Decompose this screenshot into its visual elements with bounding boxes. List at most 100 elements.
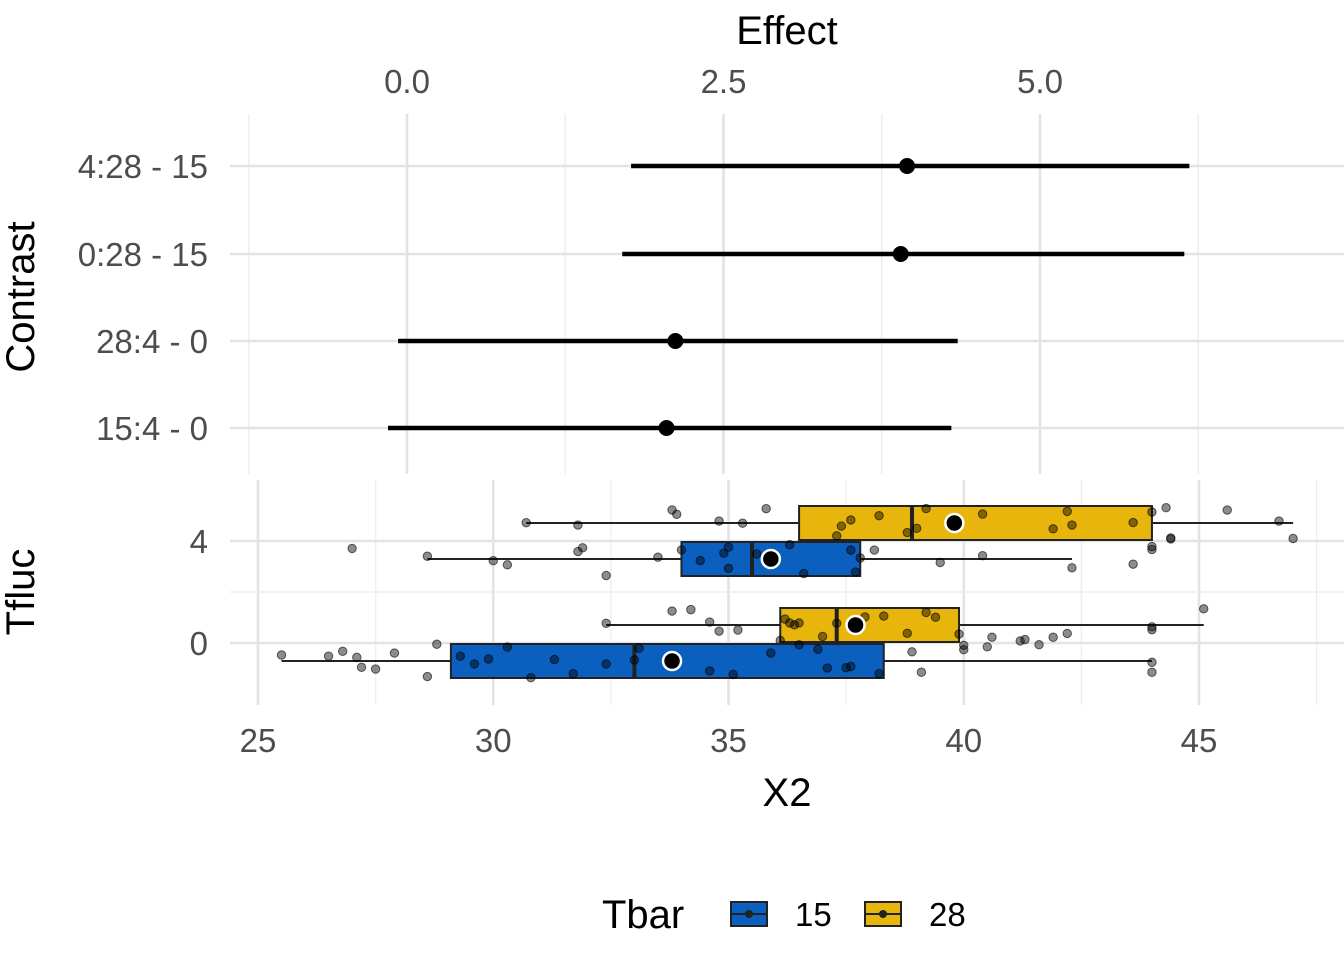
effect-axis-ticks: 0.0 2.5 5.0 (384, 63, 1063, 100)
data-point (959, 640, 969, 650)
data-point (930, 612, 941, 622)
data-point (1199, 604, 1209, 614)
data-point (869, 545, 880, 555)
effect-estimate-point (892, 246, 909, 262)
data-point (987, 632, 997, 642)
data-point (483, 654, 494, 664)
data-point (723, 542, 734, 552)
x2-tick-label: 35 (710, 722, 747, 759)
data-point (1147, 622, 1157, 632)
data-point (1288, 533, 1298, 544)
data-point (1147, 657, 1157, 667)
data-point (455, 651, 466, 661)
data-point (855, 553, 865, 563)
data-point (601, 570, 611, 581)
data-point (879, 611, 889, 621)
data-point (737, 518, 748, 528)
data-point (1067, 520, 1077, 530)
data-point (432, 639, 442, 649)
data-point (573, 520, 583, 530)
data-point (629, 655, 640, 665)
data-point (695, 555, 705, 566)
data-point (389, 648, 400, 658)
box-interquartile (680, 541, 862, 577)
data-point (902, 628, 912, 638)
data-point (1161, 503, 1171, 513)
legend-swatch-dot (745, 910, 753, 918)
data-point (704, 617, 715, 627)
data-point (766, 648, 776, 658)
data-point (1048, 524, 1058, 534)
boxplot-marks (276, 503, 1298, 683)
x2-axis-title: X2 (763, 771, 812, 815)
data-point (1062, 628, 1072, 639)
data-point (813, 644, 823, 654)
data-point (789, 620, 800, 630)
data-point (723, 563, 734, 573)
data-point (799, 568, 809, 579)
mean-marker (760, 548, 782, 570)
data-point (874, 668, 884, 679)
data-point (846, 661, 856, 672)
data-point (784, 540, 795, 550)
data-point (822, 663, 833, 673)
data-point (846, 545, 856, 555)
legend: Tbar 15 28 (602, 893, 966, 937)
data-point (370, 664, 381, 674)
contrast-axis-ticks: 4:28 - 15 0:28 - 15 28:4 - 0 15:4 - 0 (78, 148, 208, 447)
effect-tick-label: 5.0 (1017, 63, 1063, 100)
data-point (836, 521, 847, 531)
data-point (601, 659, 611, 669)
data-point (1222, 505, 1232, 515)
effect-tick-label: 2.5 (701, 63, 747, 100)
data-point (912, 523, 922, 534)
tfluc-tick-label: 0 (190, 625, 208, 662)
effect-estimate-point (899, 158, 916, 174)
mean-marker (944, 512, 965, 534)
tfluc-axis-title: Tfluc (0, 549, 43, 636)
mean-marker (845, 614, 866, 636)
contrast-tick-label: 0:28 - 15 (78, 236, 208, 273)
data-point (469, 659, 480, 669)
data-point (874, 510, 884, 521)
data-point (916, 667, 927, 677)
effect-estimate-point (658, 420, 675, 436)
data-point (817, 631, 828, 642)
tfluc-tick-label: 4 (190, 523, 208, 560)
data-point (276, 650, 287, 660)
data-point (653, 552, 663, 562)
data-point (794, 618, 804, 628)
data-point (502, 642, 513, 652)
effect-axis-title: Effect (736, 9, 838, 53)
contrast-tick-label: 28:4 - 0 (96, 323, 208, 360)
data-point (347, 543, 357, 554)
data-point (521, 517, 531, 528)
forest-plot-marks (388, 158, 1190, 436)
data-point (1048, 632, 1058, 642)
forest-plot-panel: 0.0 2.5 5.0 4:28 - 15 0:28 - 15 28:4 - 0 15:4… (0, 9, 1344, 474)
data-point (1034, 640, 1044, 650)
data-point (921, 503, 931, 514)
data-point (526, 672, 536, 683)
data-point (549, 654, 560, 665)
data-point (832, 618, 842, 629)
legend-title: Tbar (602, 893, 684, 937)
data-point (601, 618, 611, 629)
data-point (728, 669, 738, 680)
x2-tick-label: 45 (1181, 722, 1218, 759)
data-point (488, 556, 498, 566)
contrast-tick-label: 4:28 - 15 (78, 148, 208, 185)
data-point (1274, 516, 1284, 526)
contrast-axis-title: Contrast (0, 221, 43, 372)
data-point (977, 509, 988, 519)
x2-axis-ticks: 25 30 35 40 45 (240, 722, 1218, 759)
data-point (733, 625, 743, 635)
data-point (676, 545, 687, 555)
legend-items: 15 28 (730, 896, 966, 933)
data-point (1166, 534, 1176, 544)
data-point (1062, 506, 1072, 517)
tfluc-axis-ticks: 40 (190, 523, 208, 662)
data-point (846, 515, 856, 525)
data-point (1147, 667, 1157, 677)
